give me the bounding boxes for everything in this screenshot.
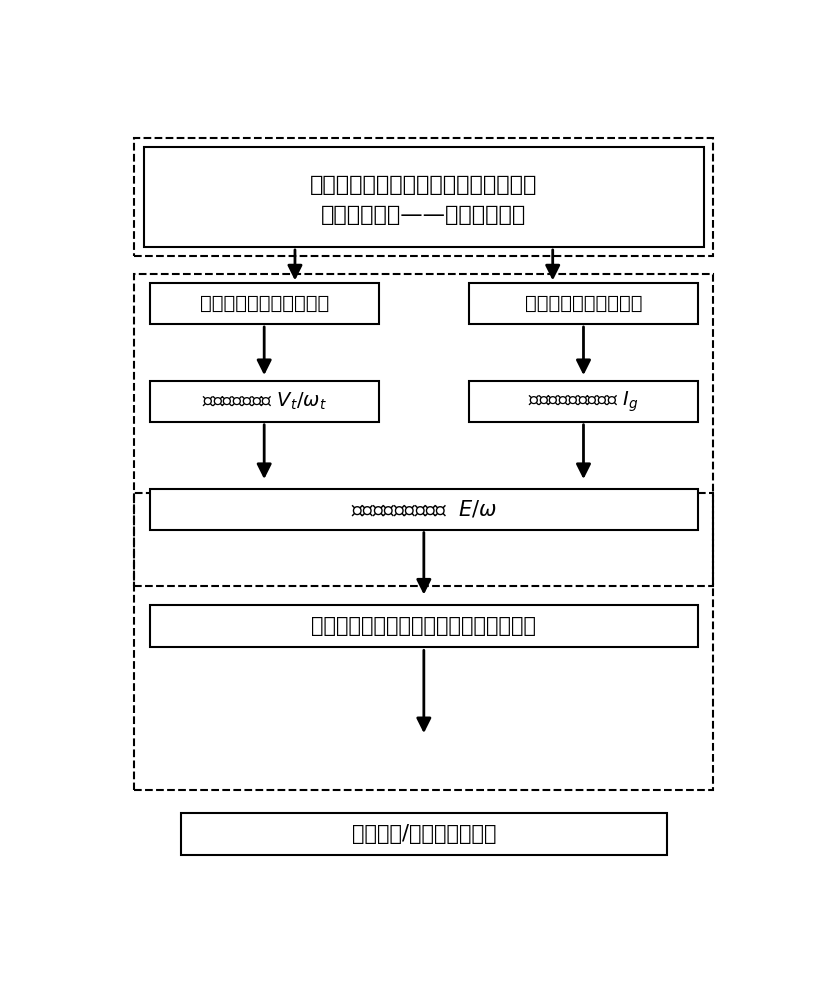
Text: 新能源设备（风机、光伏等）并网电路: 新能源设备（风机、光伏等）并网电路 xyxy=(310,175,538,195)
Bar xyxy=(150,489,698,530)
Text: 设计内电势虚拟磁通  $E/\omega$: 设计内电势虚拟磁通 $E/\omega$ xyxy=(351,499,497,520)
Bar xyxy=(134,493,714,790)
Bar xyxy=(134,138,714,256)
Bar xyxy=(144,147,704,247)
Text: 得到有功/无功电流指令值: 得到有功/无功电流指令值 xyxy=(351,824,496,844)
Bar xyxy=(150,283,379,324)
Text: 故障时所限制总电流 $I_g$: 故障时所限制总电流 $I_g$ xyxy=(528,389,638,414)
Bar xyxy=(150,381,379,422)
Bar xyxy=(181,813,667,855)
Text: 本专利所提的有功无功电流指令计算算法: 本专利所提的有功无功电流指令计算算法 xyxy=(311,616,537,636)
Text: 端电压虚拟磁通 $V_t/\omega_t$: 端电压虚拟磁通 $V_t/\omega_t$ xyxy=(202,391,327,412)
Bar xyxy=(150,605,698,647)
Text: 端电压虚拟磁通测量模块: 端电压虚拟磁通测量模块 xyxy=(199,294,329,313)
Bar xyxy=(469,381,698,422)
Bar xyxy=(469,283,698,324)
Text: 电网故障暂态限流要求: 电网故障暂态限流要求 xyxy=(525,294,643,313)
Bar xyxy=(134,274,714,586)
Text: 暂态限流控制——定义虚拟磁通: 暂态限流控制——定义虚拟磁通 xyxy=(321,205,527,225)
